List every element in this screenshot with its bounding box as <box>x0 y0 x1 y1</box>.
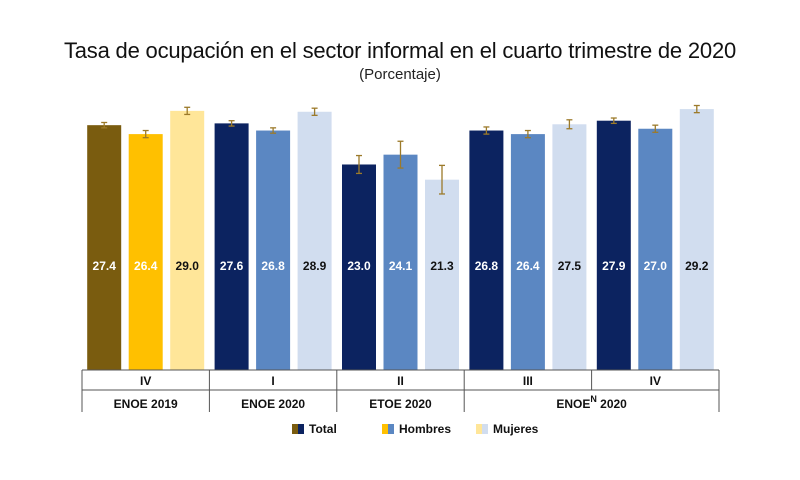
bar <box>638 128 673 370</box>
legend-swatch <box>482 424 488 434</box>
bar <box>596 120 631 370</box>
data-label: 23.0 <box>347 259 371 273</box>
legend-swatch <box>298 424 304 434</box>
survey-label: ENOEN 2020 <box>556 394 627 411</box>
tick-label: IV <box>650 374 661 388</box>
data-label: 27.4 <box>93 259 117 273</box>
legend-swatch <box>292 424 298 434</box>
bar <box>214 123 249 370</box>
bar <box>342 164 376 370</box>
data-label: 27.6 <box>220 259 244 273</box>
chart-subtitle: (Porcentaje) <box>359 66 441 83</box>
bar <box>170 110 205 370</box>
data-label: 26.8 <box>261 259 285 273</box>
survey-label: ENOE 2019 <box>114 397 178 411</box>
bar <box>552 124 587 370</box>
bar <box>256 130 291 370</box>
chart-title: Tasa de ocupación en el sector informal … <box>63 38 737 63</box>
bar <box>469 130 504 370</box>
legend-entry: Mujeres <box>493 422 539 436</box>
bar <box>383 154 418 370</box>
data-label: 29.0 <box>176 259 200 273</box>
tick-label: II <box>397 374 404 388</box>
data-label: 26.4 <box>134 259 158 273</box>
legend-swatch <box>476 424 482 434</box>
tick-label: III <box>523 374 533 388</box>
data-label: 29.2 <box>685 259 709 273</box>
survey-label: ETOE 2020 <box>369 397 432 411</box>
tick-label: IV <box>140 374 151 388</box>
data-label: 26.8 <box>475 259 499 273</box>
data-label: 27.5 <box>558 259 582 273</box>
data-label: 24.1 <box>389 259 413 273</box>
bar <box>87 125 122 370</box>
data-label: 27.9 <box>602 259 626 273</box>
legend-swatch <box>382 424 388 434</box>
survey-label: ENOE 2020 <box>241 397 305 411</box>
data-label: 27.0 <box>644 259 668 273</box>
legend-entry: Hombres <box>399 422 451 436</box>
data-label: 26.4 <box>516 259 540 273</box>
legend-entry: Total <box>309 422 337 436</box>
bar <box>425 179 459 370</box>
bar <box>128 134 163 370</box>
bar <box>297 111 332 370</box>
data-label: 21.3 <box>430 259 454 273</box>
bar <box>510 134 545 370</box>
legend-swatch <box>388 424 394 434</box>
data-label: 28.9 <box>303 259 327 273</box>
bar <box>679 109 714 371</box>
tick-label: I <box>271 374 274 388</box>
